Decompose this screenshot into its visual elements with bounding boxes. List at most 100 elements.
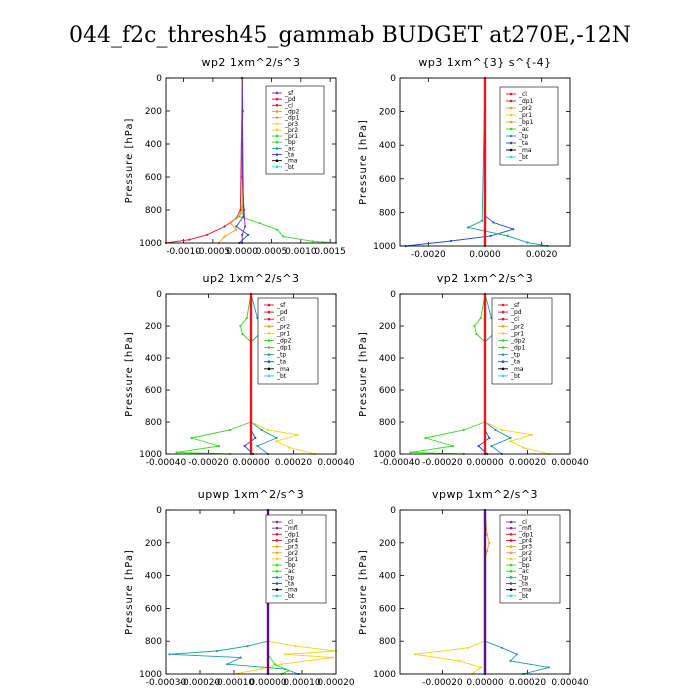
legend-label: _tp bbox=[518, 133, 528, 140]
series-line-teal bbox=[466, 77, 548, 247]
legend-label: _tp bbox=[510, 352, 520, 359]
data-point bbox=[483, 144, 487, 147]
data-point bbox=[509, 440, 512, 443]
legend-label: _pd bbox=[284, 96, 296, 103]
legend-label: _pr1 bbox=[284, 556, 298, 563]
data-point bbox=[241, 332, 244, 336]
legend-marker bbox=[275, 165, 279, 169]
data-point bbox=[479, 666, 482, 669]
legend-label: _tp bbox=[276, 352, 286, 359]
x-tick-label: -0.0010 bbox=[166, 247, 201, 257]
legend-label: _ma bbox=[276, 366, 290, 373]
x-tick-label: 0.00000 bbox=[466, 458, 503, 468]
legend-label: _dp1 bbox=[518, 98, 534, 105]
x-tick-label: 0.00040 bbox=[551, 458, 588, 468]
x-tick-label: 0.00010 bbox=[283, 678, 320, 688]
x-tick-label: 0.0020 bbox=[526, 250, 558, 260]
data-point bbox=[526, 241, 529, 244]
legend-label: _mfl bbox=[284, 525, 298, 532]
chart-panel-3: up2 1xm^2/s^3 Pressure [hPa] 0 200 400 600 800… bbox=[124, 272, 355, 468]
legend-label: _sf bbox=[510, 302, 520, 309]
legend-marker bbox=[509, 113, 513, 117]
legend: _sf_pd_cl_pr2_pr1_dp2_dp1_tp_ta_ma_bt bbox=[491, 297, 553, 385]
legend-marker bbox=[509, 134, 513, 138]
legend-label: _dp1 bbox=[518, 531, 534, 538]
legend-label: _ac bbox=[284, 145, 295, 152]
y-axis-label: Pressure [hPa] bbox=[358, 331, 369, 417]
x-tick-label: 0.00000 bbox=[466, 678, 503, 688]
data-point bbox=[254, 436, 257, 440]
series-line-green bbox=[238, 78, 337, 244]
legend: _cl_dp1_pr2_pr1_bp1_ac_tp_ta_ma_bt bbox=[499, 86, 559, 166]
legend-marker bbox=[275, 569, 279, 573]
legend-label: _bt bbox=[518, 154, 529, 161]
y-tick-label: 0 bbox=[390, 74, 396, 84]
legend-marker bbox=[509, 141, 513, 145]
data-point bbox=[276, 228, 279, 231]
data-point bbox=[483, 177, 487, 180]
data-point bbox=[229, 222, 232, 225]
legend-marker bbox=[275, 147, 279, 150]
data-point bbox=[228, 428, 231, 432]
data-point bbox=[280, 663, 283, 666]
data-point bbox=[483, 541, 487, 544]
legend-marker bbox=[275, 545, 279, 548]
data-point bbox=[239, 208, 242, 212]
data-point bbox=[215, 649, 219, 653]
legend-label: _cl bbox=[518, 91, 527, 98]
legend-label: _ma bbox=[518, 147, 532, 154]
x-tick-label: 0.00000 bbox=[232, 458, 269, 468]
legend-marker bbox=[509, 155, 513, 159]
legend-marker bbox=[509, 557, 513, 561]
y-tick-label: 600 bbox=[145, 604, 162, 614]
figure-title: 044_f2c_thresh45_gammab BUDGET at270E,-1… bbox=[69, 23, 631, 48]
panel-title: wp2 1xm^2/s^3 bbox=[201, 56, 300, 69]
legend-label: _ta bbox=[518, 140, 528, 147]
legend-marker bbox=[509, 533, 513, 536]
legend-marker bbox=[501, 339, 505, 342]
x-tick-label: -0.00020 bbox=[422, 458, 463, 468]
data-point bbox=[515, 653, 519, 656]
data-point bbox=[466, 226, 470, 229]
data-point bbox=[241, 109, 244, 113]
legend-marker bbox=[275, 588, 279, 591]
series-line-red bbox=[165, 77, 243, 244]
data-point bbox=[283, 653, 287, 656]
data-point bbox=[413, 653, 416, 656]
data-point bbox=[239, 324, 242, 328]
y-tick-label: 600 bbox=[379, 604, 396, 614]
data-point bbox=[486, 549, 489, 553]
legend-marker bbox=[509, 127, 513, 131]
legend-label: _bp1 bbox=[518, 119, 534, 126]
legend-label: _sf bbox=[284, 90, 294, 97]
data-point bbox=[243, 444, 246, 448]
x-tick-label: -0.00030 bbox=[146, 678, 187, 688]
legend-label: _pr2 bbox=[518, 105, 532, 112]
legend-label: _pr1 bbox=[284, 133, 298, 140]
legend-label: _ac bbox=[518, 126, 529, 133]
legend-marker bbox=[501, 367, 505, 371]
legend: _cl_mfl_dp1_pr4_pr3_pr2_pr1_bp_ac_tp_ta_… bbox=[265, 514, 327, 604]
legend-label: _sf bbox=[276, 302, 286, 309]
legend-marker bbox=[275, 594, 279, 598]
legend-label: _cl bbox=[276, 316, 285, 323]
legend-label: _bp bbox=[518, 562, 530, 569]
data-point bbox=[235, 225, 238, 228]
plot-frame bbox=[165, 293, 337, 455]
legend-marker bbox=[509, 92, 513, 96]
legend-marker bbox=[267, 367, 271, 371]
data-point bbox=[241, 212, 244, 215]
legend-label: _cl bbox=[518, 519, 527, 526]
data-point bbox=[249, 356, 253, 360]
legend-label: _ma bbox=[510, 366, 524, 373]
plot-frame bbox=[399, 77, 571, 247]
legend-label: _bt bbox=[276, 373, 287, 380]
data-point bbox=[509, 436, 512, 440]
legend-marker bbox=[501, 310, 505, 314]
legend-label: _cl bbox=[284, 519, 293, 526]
legend-label: _mfl bbox=[518, 525, 532, 532]
panel-title: vpwp 1xm^2/s^3 bbox=[432, 488, 538, 501]
data-point bbox=[296, 433, 299, 436]
chart-panel-1: wp2 1xm^2/s^3 Pressure [hPa] 0 200 400 600 800… bbox=[124, 56, 346, 257]
legend-label: _bp bbox=[284, 139, 296, 146]
